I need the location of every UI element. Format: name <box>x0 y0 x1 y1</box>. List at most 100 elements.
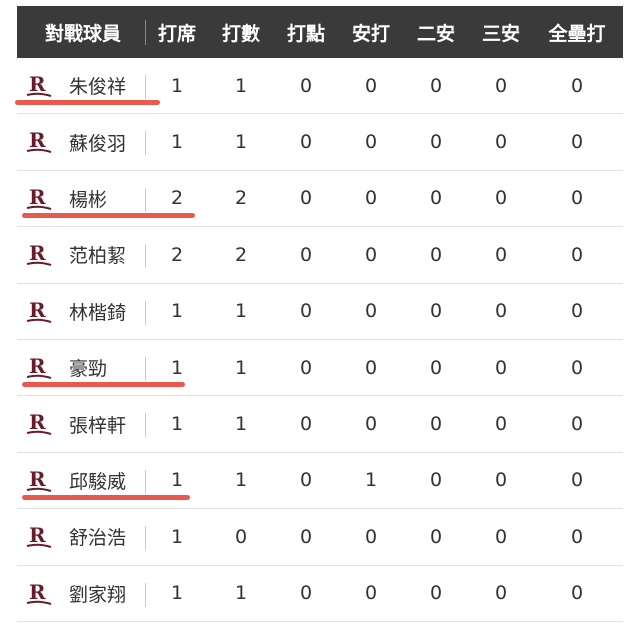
stat-doubles: 0 <box>429 300 443 323</box>
player-name[interactable]: 豪勁 <box>69 358 108 381</box>
stat-at-bats: 1 <box>234 469 248 492</box>
player-name[interactable]: 范柏絜 <box>69 245 127 268</box>
stat-triples: 0 <box>494 356 508 379</box>
stat-plate-appearances: 2 <box>170 243 184 266</box>
player-name[interactable]: 劉家翔 <box>69 583 127 606</box>
svg-text:R: R <box>29 128 46 152</box>
column-divider <box>145 131 146 156</box>
table-row: R 張梓軒 1 1 0 0 0 0 0 <box>17 396 623 453</box>
player-name[interactable]: 蘇俊羽 <box>69 132 127 155</box>
stat-triples: 0 <box>494 525 508 548</box>
column-divider <box>145 413 146 438</box>
player-name[interactable]: 舒治浩 <box>69 527 127 550</box>
stat-at-bats: 0 <box>234 525 248 548</box>
stat-hits: 0 <box>364 187 378 210</box>
stat-home-runs: 0 <box>570 525 584 548</box>
stat-rbi: 0 <box>299 187 313 210</box>
stat-triples: 0 <box>494 74 508 97</box>
stat-at-bats: 1 <box>234 300 248 323</box>
stat-at-bats: 1 <box>234 413 248 436</box>
stat-doubles: 0 <box>429 243 443 266</box>
table-row: R 林楷錡 1 1 0 0 0 0 0 <box>17 284 623 340</box>
header-plate-appearances: 打席 <box>157 22 197 45</box>
stat-hits: 0 <box>364 582 378 605</box>
stat-rbi: 0 <box>299 582 313 605</box>
stat-hits: 0 <box>364 74 378 97</box>
column-divider <box>145 244 146 269</box>
svg-text:R: R <box>29 72 46 96</box>
stat-hits: 0 <box>364 525 378 548</box>
column-divider <box>145 356 146 381</box>
player-name[interactable]: 朱俊祥 <box>69 76 127 99</box>
stat-triples: 0 <box>494 131 508 154</box>
stat-doubles: 0 <box>429 187 443 210</box>
stat-plate-appearances: 1 <box>170 74 184 97</box>
table-row: R 范柏絜 2 2 0 0 0 0 0 <box>17 227 623 284</box>
stat-doubles: 0 <box>429 131 443 154</box>
stat-hits: 0 <box>364 413 378 436</box>
stat-at-bats: 1 <box>234 582 248 605</box>
stat-rbi: 0 <box>299 356 313 379</box>
team-logo-icon: R <box>26 72 52 97</box>
header-rbi: 打點 <box>286 22 326 45</box>
stat-rbi: 0 <box>299 300 313 323</box>
header-home-runs: 全壘打 <box>548 22 606 45</box>
team-logo-icon: R <box>26 523 52 549</box>
stat-hits: 0 <box>364 300 378 323</box>
stat-hits: 0 <box>364 356 378 379</box>
stat-home-runs: 0 <box>570 187 584 210</box>
team-logo-icon: R <box>26 128 52 154</box>
table-row: R 朱俊祥 1 1 0 0 0 0 0 <box>15 58 623 115</box>
column-divider <box>145 582 146 607</box>
stat-plate-appearances: 1 <box>170 582 184 605</box>
stat-hits: 0 <box>364 131 378 154</box>
team-logo-icon: R <box>26 241 52 267</box>
stat-doubles: 0 <box>429 525 443 548</box>
stat-plate-appearances: 1 <box>170 413 184 436</box>
stat-triples: 0 <box>494 243 508 266</box>
stat-rbi: 0 <box>299 469 313 492</box>
stat-doubles: 0 <box>429 74 443 97</box>
stat-doubles: 0 <box>429 413 443 436</box>
header-at-bats: 打數 <box>221 22 261 45</box>
stat-rbi: 0 <box>299 525 313 548</box>
player-name[interactable]: 楊彬 <box>69 188 108 211</box>
stat-plate-appearances: 1 <box>170 525 184 548</box>
column-divider <box>145 300 146 325</box>
column-divider <box>145 526 146 551</box>
stat-rbi: 0 <box>299 243 313 266</box>
svg-text:R: R <box>29 185 46 209</box>
player-name[interactable]: 張梓軒 <box>69 414 127 437</box>
header-player: 對戰球員 <box>44 22 122 45</box>
stat-triples: 0 <box>494 582 508 605</box>
stat-doubles: 0 <box>429 356 443 379</box>
svg-text:R: R <box>29 467 46 491</box>
stat-home-runs: 0 <box>570 243 584 266</box>
stat-triples: 0 <box>494 187 508 210</box>
stat-at-bats: 1 <box>234 131 248 154</box>
svg-text:R: R <box>29 298 46 322</box>
stat-plate-appearances: 2 <box>170 187 184 210</box>
header-divider <box>145 20 146 45</box>
team-logo-icon: R <box>26 580 52 605</box>
stat-home-runs: 0 <box>570 413 584 436</box>
table-row: R 豪勁 1 1 0 0 0 0 0 <box>17 340 623 397</box>
stat-home-runs: 0 <box>570 300 584 323</box>
table-row: R 邱駿威 1 1 0 1 0 0 0 <box>17 453 623 510</box>
stat-home-runs: 0 <box>570 74 584 97</box>
stat-doubles: 0 <box>429 582 443 605</box>
stat-rbi: 0 <box>299 413 313 436</box>
stat-hits: 0 <box>364 243 378 266</box>
header-triples: 三安 <box>481 22 521 45</box>
stat-triples: 0 <box>494 300 508 323</box>
stat-rbi: 0 <box>299 74 313 97</box>
stat-home-runs: 0 <box>570 582 584 605</box>
player-name[interactable]: 林楷錡 <box>69 301 127 324</box>
stat-at-bats: 2 <box>234 187 248 210</box>
stat-triples: 0 <box>494 413 508 436</box>
stat-plate-appearances: 1 <box>170 356 184 379</box>
player-name[interactable]: 邱駿威 <box>69 470 127 493</box>
stat-at-bats: 2 <box>234 243 248 266</box>
stat-at-bats: 1 <box>234 356 248 379</box>
